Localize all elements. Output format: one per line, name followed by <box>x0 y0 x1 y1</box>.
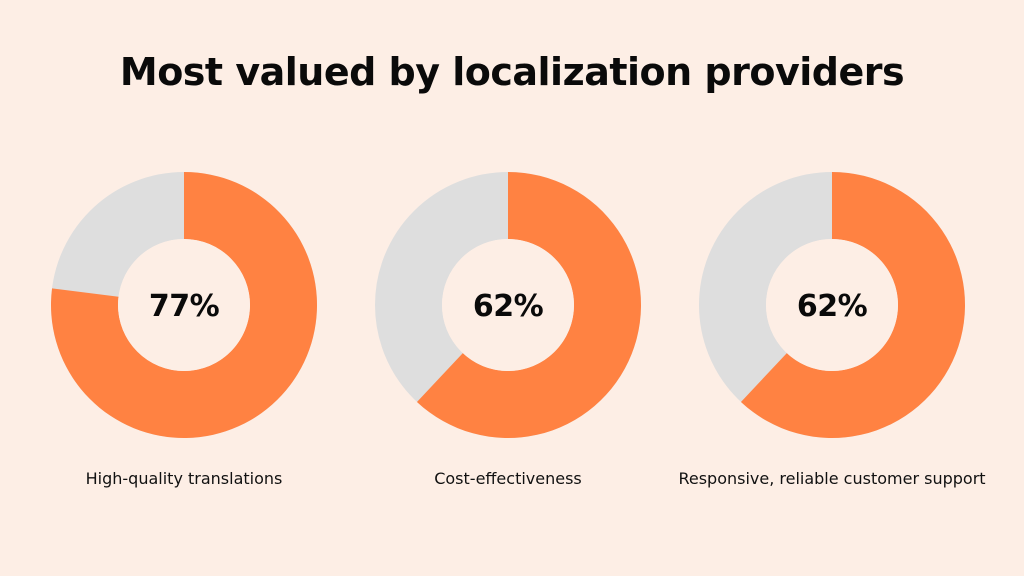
donut-value-slice <box>51 172 317 438</box>
percentage-label: 62% <box>797 289 868 324</box>
donut-value-slice <box>740 172 966 438</box>
donut-chart: 77% High-quality translations <box>51 172 317 488</box>
page-title: Most valued by localization providers <box>119 50 905 94</box>
donut-hole <box>118 239 250 371</box>
percentage-label: 77% <box>149 289 220 324</box>
donut-hole <box>442 239 574 371</box>
donut-value-slice <box>416 172 642 438</box>
category-label: Cost-effectiveness <box>434 469 582 488</box>
category-label: High-quality translations <box>86 469 283 488</box>
percentage-label: 62% <box>473 289 544 324</box>
category-label: Responsive, reliable customer support <box>678 469 985 488</box>
donut-chart: 62% Cost-effectiveness <box>375 172 642 488</box>
donut-chart: 62% Responsive, reliable customer support <box>678 172 986 488</box>
donut-hole <box>766 239 898 371</box>
